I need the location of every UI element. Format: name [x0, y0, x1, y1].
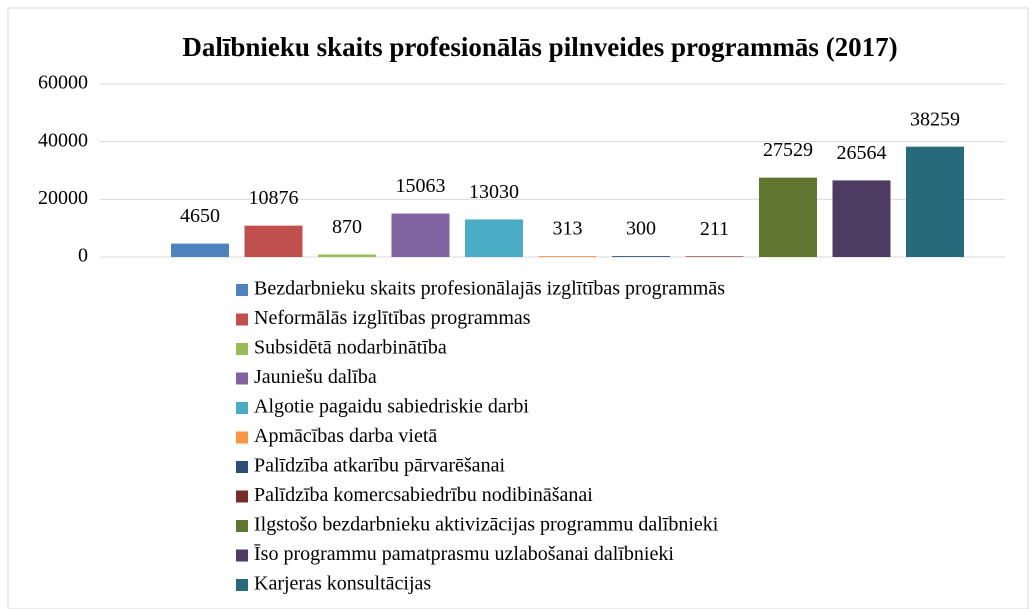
value-label: 4650 [180, 205, 220, 227]
bar [759, 177, 817, 257]
value-label: 211 [700, 218, 729, 240]
chart-title: Dalībnieku skaits profesionālās pilnveid… [182, 32, 897, 62]
value-label: 313 [553, 218, 583, 240]
legend-label: Apmācības darba vietā [254, 425, 437, 447]
bar [391, 213, 450, 257]
y-tick-label: 40000 [38, 129, 88, 151]
legend-label: Algotie pagaidu sabiedriskie darbi [254, 396, 529, 418]
y-tick-label: 60000 [38, 72, 88, 94]
bar [685, 256, 744, 257]
legend-swatch [236, 402, 248, 414]
legend-swatch [236, 343, 248, 355]
y-tick-label: 20000 [38, 187, 88, 209]
y-tick-label: 0 [78, 245, 88, 267]
bar [171, 243, 229, 257]
value-label: 10876 [249, 187, 299, 209]
bar [538, 256, 597, 257]
legend-label: Īso programmu pamatprasmu uzlabošanai da… [254, 543, 674, 565]
legend-label: Palīdzība atkarību pārvarēšanai [254, 455, 505, 477]
legend-label: Neformālās izglītības programmas [254, 307, 531, 329]
value-label: 870 [332, 216, 362, 238]
legend-swatch [236, 579, 248, 591]
legend-swatch [236, 520, 248, 532]
legend-swatch [236, 490, 248, 503]
legend-label: Subsidētā nodarbinātība [254, 337, 447, 359]
legend-label: Bezdarbnieku skaits profesionālajās izgl… [254, 278, 725, 300]
legend-swatch [236, 313, 248, 326]
bar [612, 256, 670, 257]
value-label: 38259 [910, 108, 960, 130]
bar [318, 254, 376, 257]
legend-label: Palīdzība komercsabiedrību nodibināšanai [254, 484, 593, 506]
chart-border [7, 7, 1029, 609]
legend-label: Ilgstošo bezdarbnieku aktivizācijas prog… [254, 514, 719, 536]
legend-swatch [236, 372, 248, 385]
bar [465, 219, 523, 257]
value-label: 13030 [469, 181, 519, 203]
value-label: 300 [626, 218, 656, 240]
bar [906, 146, 964, 257]
value-label: 26564 [837, 142, 887, 164]
legend-swatch [236, 431, 248, 444]
legend-swatch [236, 284, 248, 296]
value-label: 15063 [396, 175, 446, 197]
legend-swatch [236, 549, 248, 562]
legend-swatch [236, 461, 248, 473]
legend-label: Jauniešu dalība [254, 366, 377, 388]
legend-label: Karjeras konsultācijas [254, 573, 431, 595]
value-label: 27529 [763, 139, 813, 161]
bar [832, 180, 891, 257]
bar [244, 225, 303, 257]
